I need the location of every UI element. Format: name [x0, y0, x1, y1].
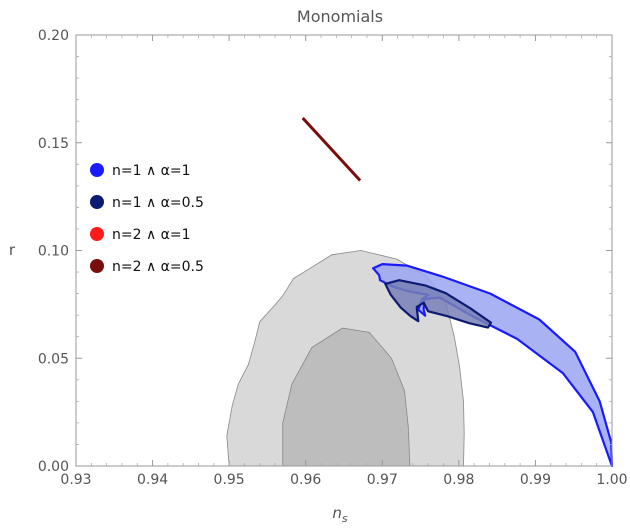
legend-label: n=2 ∧ α=1: [112, 227, 191, 243]
x-tick-label: 0.98: [443, 472, 474, 488]
y-tick-label: 0.05: [38, 351, 69, 367]
x-axis-title-main: n: [332, 504, 342, 522]
x-axis-ticks: 0.93 0.94 0.95 0.96 0.97 0.98 0.99 1.00: [60, 35, 628, 488]
y-tick-label: 0.00: [38, 459, 69, 475]
legend-label: n=2 ∧ α=0.5: [112, 259, 204, 275]
x-tick-label: 0.93: [60, 472, 91, 488]
x-tick-label: 0.96: [290, 472, 321, 488]
y-axis-title: r: [9, 241, 16, 259]
x-axis-title-subscript: s: [342, 512, 348, 525]
x-tick-label: 0.97: [367, 472, 398, 488]
chart-title: Monomials: [297, 7, 383, 26]
legend-label: n=1 ∧ α=1: [112, 163, 191, 179]
legend-label: n=1 ∧ α=0.5: [112, 195, 204, 211]
y-tick-label: 0.10: [38, 244, 69, 260]
x-tick-label: 0.99: [520, 472, 551, 488]
legend-swatch: [90, 259, 104, 273]
x-tick-label: 1.00: [596, 472, 627, 488]
x-tick-label: 0.94: [137, 472, 168, 488]
legend-swatch: [90, 227, 104, 241]
legend-swatch: [90, 163, 104, 177]
y-tick-label: 0.15: [38, 136, 69, 152]
confidence-region-inner: [282, 327, 411, 467]
legend: n=1 ∧ α=1 n=1 ∧ α=0.5 n=2 ∧ α=1 n=2 ∧ α=0.5: [90, 163, 204, 275]
model-region-2: [384, 279, 493, 329]
x-axis-title: ns: [332, 504, 348, 525]
plot-area: [226, 116, 614, 468]
legend-swatch: [90, 195, 104, 209]
y-axis-ticks: 0.00 0.05 0.10 0.15 0.20: [38, 28, 612, 475]
model-line-1: [301, 116, 362, 182]
x-tick-label: 0.95: [214, 472, 245, 488]
y-tick-label: 0.20: [38, 28, 69, 44]
